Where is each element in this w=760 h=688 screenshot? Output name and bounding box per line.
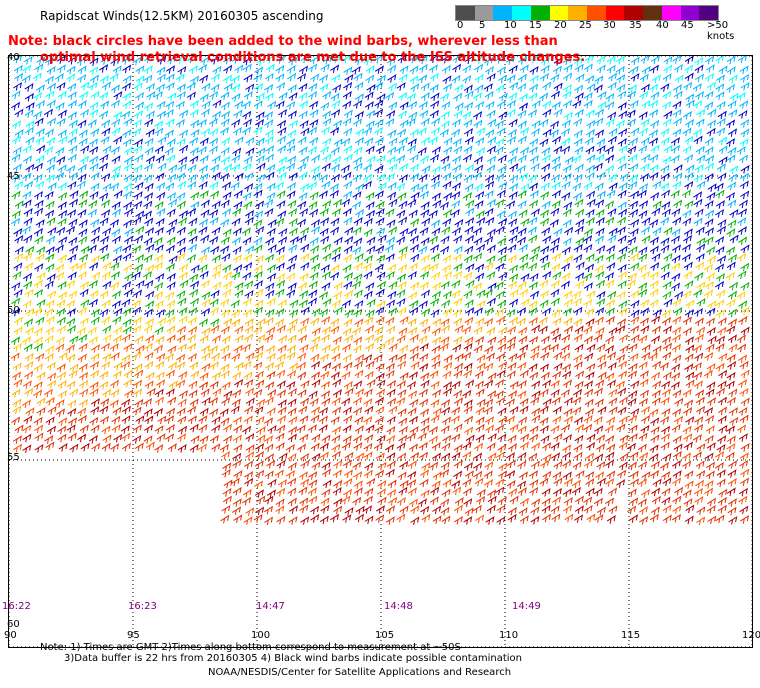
wind-barb — [10, 315, 750, 526]
colorbar-swatch — [680, 6, 700, 20]
time-label: 14:47 — [256, 601, 285, 612]
colorbar-label: 20 — [554, 20, 567, 31]
wind-barb — [12, 252, 750, 354]
lon-label: 90 — [4, 630, 17, 641]
colorbar-swatch — [512, 6, 531, 20]
time-label: 14:48 — [384, 601, 413, 612]
colorbar-labels: 0 5 10 15 20 25 30 35 40 45 >50 knots — [455, 20, 755, 42]
time-label: 14:49 — [512, 601, 541, 612]
wind-barb — [11, 56, 750, 318]
wind-barb — [11, 316, 750, 526]
lon-label: 100 — [251, 630, 271, 641]
colorbar-swatch — [568, 6, 588, 20]
colorbar-swatch — [643, 6, 662, 20]
wind-barbs-layer — [9, 56, 752, 647]
colorbar-swatch — [530, 6, 550, 20]
colorbar-swatch — [587, 6, 606, 20]
lon-label: 110 — [499, 630, 519, 641]
colorbar-swatch — [699, 6, 719, 20]
wind-barb — [11, 316, 583, 415]
wind-barb — [11, 56, 750, 255]
footnote-line-2: 3)Data buffer is 22 hrs from 20160305 4)… — [64, 653, 522, 664]
wind-barb-group — [10, 56, 750, 526]
colorbar-swatch — [661, 6, 681, 20]
colorbar-swatch — [605, 6, 625, 20]
colorbar-label: 45 — [681, 20, 694, 31]
colorbar-swatch — [549, 6, 569, 20]
wind-barb — [11, 189, 750, 352]
colorbar-label: 10 — [504, 20, 517, 31]
time-label: 16:22 — [2, 601, 31, 612]
wind-barb — [12, 56, 749, 192]
map-title: Rapidscat Winds(12.5KM) 20160305 ascendi… — [40, 9, 324, 23]
lat-label: 55 — [7, 452, 20, 463]
colorbar-label: 40 — [656, 20, 669, 31]
colorbar-swatch — [624, 6, 644, 20]
credit-line: NOAA/NESDIS/Center for Satellite Applica… — [208, 667, 512, 678]
wind-map-plot — [8, 55, 753, 648]
note-line-1: Note: black circles have been added to t… — [8, 34, 558, 49]
lon-label: 95 — [127, 630, 140, 641]
wind-barb — [22, 315, 750, 526]
colorbar-label: 15 — [529, 20, 542, 31]
colorbar-label: >50 knots — [707, 20, 735, 42]
lat-label: 45 — [7, 171, 20, 182]
colorbar-label: 5 — [479, 20, 486, 31]
lat-label: 60 — [7, 619, 20, 630]
colorbar-swatch — [474, 6, 494, 20]
colorbar-swatch — [493, 6, 513, 20]
lat-label: 50 — [7, 305, 20, 316]
colorbar-label: 35 — [629, 20, 642, 31]
footnote-line-1: Note: 1) Times are GMT 2)Times along bot… — [40, 642, 461, 653]
colorbar-swatch — [456, 6, 475, 20]
lon-label: 115 — [621, 630, 641, 641]
time-label: 16:23 — [128, 601, 157, 612]
lon-label: 120 — [742, 630, 760, 641]
colorbar-label: 25 — [579, 20, 592, 31]
colorbar-label: 30 — [603, 20, 616, 31]
lat-label: 40 — [7, 52, 20, 63]
colorbar-label: 0 — [457, 20, 464, 31]
lon-label: 105 — [375, 630, 395, 641]
wind-speed-colorbar — [455, 5, 719, 21]
note-line-2: optimal wind retrieval conditions are me… — [40, 50, 586, 65]
